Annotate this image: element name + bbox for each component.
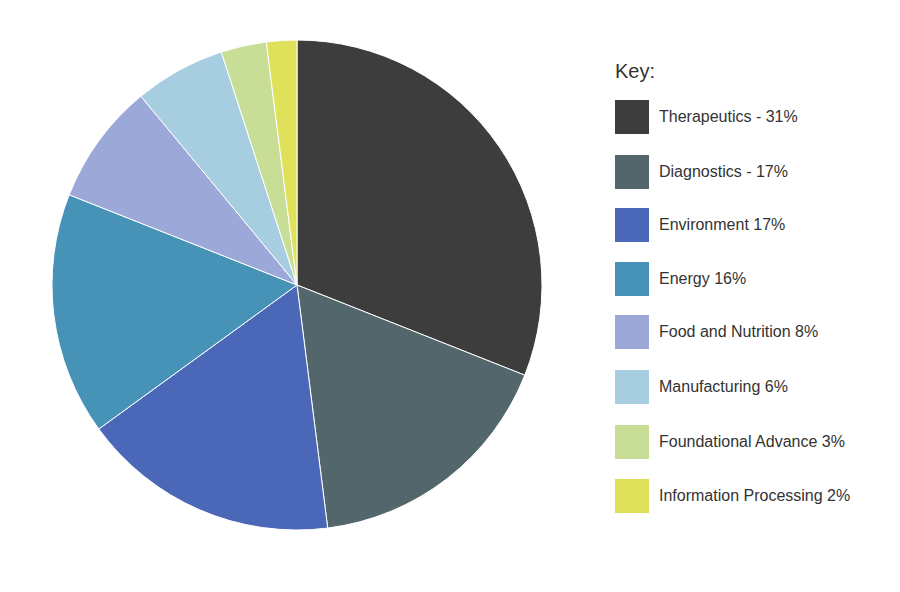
legend-title: Key: bbox=[615, 60, 655, 82]
pie-slice bbox=[266, 40, 297, 285]
legend-label: Diagnostics - 17% bbox=[659, 163, 788, 180]
pie-slice bbox=[297, 285, 525, 528]
legend-swatch bbox=[615, 425, 649, 459]
legend-swatch bbox=[615, 370, 649, 404]
chart: Key: Therapeutics - 31% Diagnostics - 17% E… bbox=[0, 0, 900, 592]
legend-swatch bbox=[615, 315, 649, 349]
legend-label: Manufacturing 6% bbox=[659, 378, 788, 395]
legend-swatch bbox=[615, 208, 649, 242]
legend-swatch bbox=[615, 100, 649, 134]
legend-swatch bbox=[615, 155, 649, 189]
pie bbox=[52, 40, 542, 530]
legend-label: Therapeutics - 31% bbox=[659, 108, 798, 125]
legend-swatch bbox=[615, 262, 649, 296]
legend-label: Information Processing 2% bbox=[659, 487, 850, 504]
legend-label: Environment 17% bbox=[659, 216, 785, 233]
legend: Key: Therapeutics - 31% Diagnostics - 17% E… bbox=[615, 60, 850, 513]
legend-label: Energy 16% bbox=[659, 270, 746, 287]
legend-swatch bbox=[615, 479, 649, 513]
legend-label: Foundational Advance 3% bbox=[659, 433, 845, 450]
legend-label: Food and Nutrition 8% bbox=[659, 323, 818, 340]
